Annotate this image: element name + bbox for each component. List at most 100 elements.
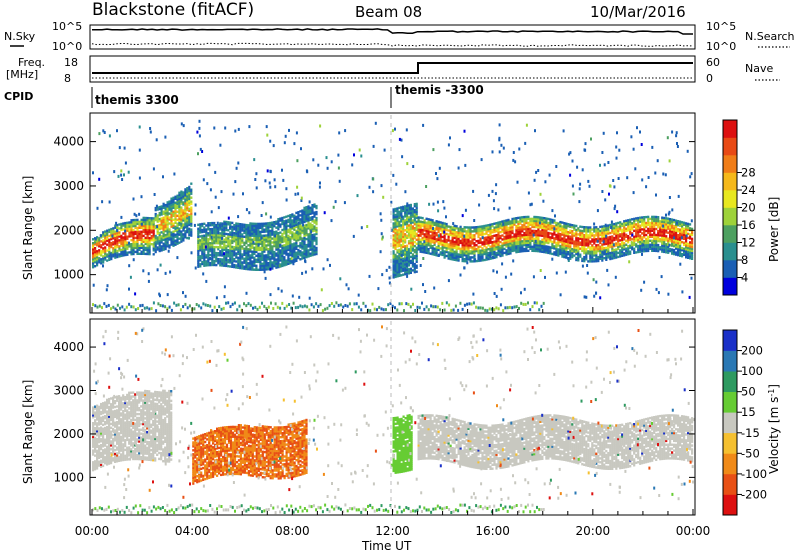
heatmap-cell	[265, 236, 268, 239]
heatmap-cell	[237, 127, 240, 131]
heatmap-cell	[581, 247, 584, 251]
heatmap-cell	[243, 231, 246, 234]
heatmap-cell	[184, 206, 187, 209]
heatmap-cell	[404, 213, 407, 216]
heatmap-cell	[132, 248, 135, 252]
heatmap-cell	[543, 221, 546, 224]
heatmap-cell	[112, 249, 115, 252]
heatmap-cell	[307, 225, 310, 228]
heatmap-cell	[569, 235, 572, 238]
heatmap-cell	[301, 209, 304, 212]
heatmap-cell	[581, 241, 584, 245]
heatmap-cell	[106, 235, 109, 238]
heatmap-cell	[303, 242, 306, 245]
heatmap-cell	[219, 252, 222, 255]
heatmap-cell	[657, 245, 660, 249]
heatmap-cell	[557, 238, 560, 241]
heatmap-cell	[551, 224, 554, 228]
heatmap-cell	[633, 235, 636, 238]
heatmap-cell	[481, 251, 484, 254]
noise-left-tick-bottom: 10^0	[52, 40, 82, 53]
heatmap-cell	[406, 258, 409, 261]
heatmap-cell	[305, 233, 308, 237]
heatmap-cell	[144, 248, 147, 252]
heatmap-cell	[497, 239, 500, 242]
heatmap-cell	[120, 238, 123, 242]
heatmap-cell	[559, 226, 562, 230]
heatmap-cell	[305, 208, 308, 211]
heatmap-cell	[493, 248, 496, 251]
heatmap-cell	[487, 240, 490, 243]
heatmap-cell	[174, 233, 177, 236]
heatmap-cell	[164, 239, 167, 243]
heatmap-cell	[643, 218, 646, 221]
heatmap-cell	[513, 239, 516, 242]
heatmap-cell	[251, 238, 254, 241]
heatmap-cell	[617, 245, 620, 249]
heatmap-cell	[211, 237, 214, 241]
heatmap-cell	[164, 203, 167, 207]
heatmap-cell	[619, 239, 622, 242]
heatmap-cell	[483, 258, 486, 262]
heatmap-cell	[203, 230, 206, 233]
heatmap-cell	[130, 245, 133, 248]
heatmap-cell	[593, 260, 596, 263]
heatmap-cell	[571, 230, 574, 233]
heatmap-cell	[225, 260, 228, 264]
heatmap-cell	[623, 246, 626, 249]
heatmap-cell	[427, 228, 430, 231]
heatmap-cell	[593, 252, 596, 255]
heatmap-cell	[285, 225, 288, 228]
heatmap-cell	[449, 233, 452, 237]
heatmap-cell	[298, 295, 301, 299]
heatmap-cell	[392, 238, 395, 241]
heatmap-cell	[545, 241, 548, 244]
heatmap-cell	[265, 230, 268, 233]
heatmap-cell	[665, 243, 668, 246]
heatmap-cell	[201, 252, 204, 256]
heatmap-cell	[281, 234, 284, 238]
heatmap-cell	[457, 247, 460, 250]
heatmap-cell	[170, 213, 173, 216]
heatmap-cell	[217, 236, 220, 239]
heatmap-cell	[305, 214, 308, 217]
heatmap-cell	[402, 229, 405, 232]
heatmap-cell	[404, 237, 407, 240]
heatmap-cell	[463, 260, 466, 263]
heatmap-cell	[411, 243, 414, 246]
heatmap-cell	[463, 242, 466, 245]
heatmap-cell	[148, 223, 151, 226]
heatmap-cell	[415, 222, 418, 225]
heatmap-cell	[423, 243, 426, 246]
heatmap-cell	[561, 227, 564, 230]
heatmap-cell	[394, 225, 397, 229]
heatmap-cell	[209, 249, 212, 253]
heatmap-cell	[233, 246, 236, 249]
heatmap-cell	[653, 219, 656, 223]
heatmap-cell	[683, 251, 686, 254]
heatmap-cell	[544, 275, 546, 279]
heatmap-cell	[479, 259, 482, 262]
heatmap-cell	[455, 239, 458, 242]
heatmap-cell	[406, 274, 409, 278]
heatmap-cell	[402, 215, 405, 219]
heatmap-cell	[503, 251, 506, 255]
heatmap-cell	[615, 256, 618, 259]
heatmap-cell	[683, 229, 686, 232]
heatmap-cell	[160, 223, 163, 226]
heatmap-cell	[529, 231, 532, 234]
heatmap-cell	[245, 267, 248, 271]
heatmap-cell	[527, 223, 530, 227]
heatmap-cell	[245, 291, 248, 295]
heatmap-cell	[429, 244, 432, 247]
heatmap-cell	[404, 265, 407, 268]
heatmap-cell	[128, 229, 131, 232]
heatmap-cell	[610, 220, 613, 224]
heatmap-cell	[629, 246, 632, 249]
heatmap-cell	[681, 225, 684, 228]
heatmap-cell	[485, 236, 488, 239]
heatmap-cell	[471, 246, 474, 249]
heatmap-cell	[257, 236, 260, 240]
heatmap-cell	[254, 224, 257, 228]
heatmap-cell	[549, 222, 552, 225]
